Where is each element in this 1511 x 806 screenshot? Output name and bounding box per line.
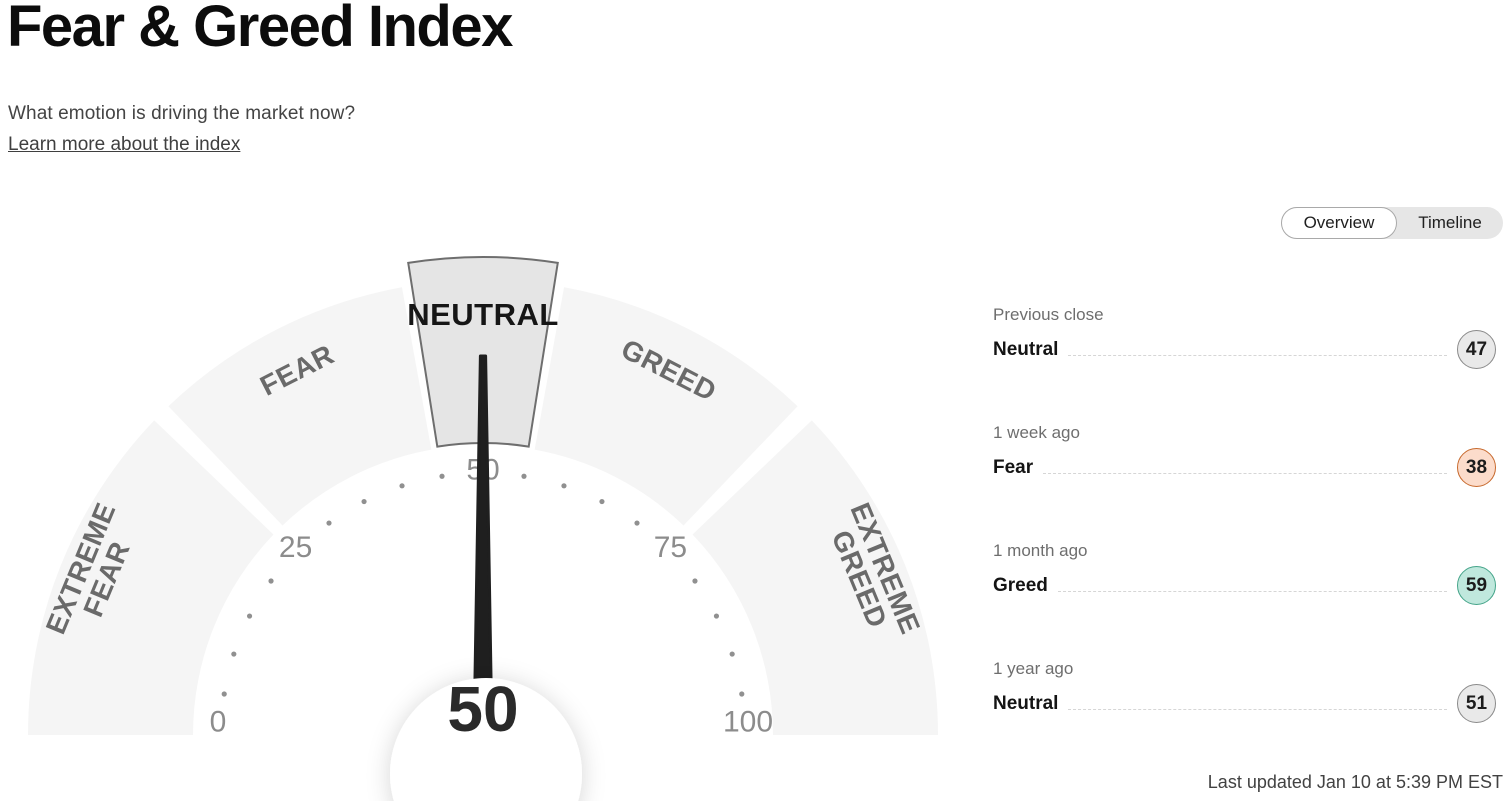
history-row-line: Greed 59 <box>993 566 1496 605</box>
gauge-tick-dot <box>231 651 237 657</box>
gauge-tick-dot <box>246 613 253 619</box>
history-period-label: 1 year ago <box>993 659 1074 678</box>
gauge-tick-dot <box>268 578 274 584</box>
gauge-segment-fear <box>168 287 432 526</box>
gauge-tick-dot <box>221 691 227 697</box>
dotted-leader <box>1068 354 1447 356</box>
last-updated: Last updated Jan 10 at 5:39 PM EST <box>1207 772 1503 792</box>
gauge-tick-label-75: 75 <box>654 531 687 564</box>
dotted-leader <box>1057 590 1447 592</box>
gauge-tick-dot <box>326 520 332 526</box>
history-emotion-label: Greed <box>993 574 1048 596</box>
page-title: Fear & Greed Index <box>7 0 513 59</box>
gauge-active-wedge <box>407 256 559 448</box>
gauge-tick-dot <box>561 483 567 489</box>
history-row: 1 week ago Fear 38 <box>993 422 1496 487</box>
history-period-label: 1 week ago <box>993 423 1080 442</box>
gauge-center-value: 50 <box>447 673 518 745</box>
history-row-line: Fear 38 <box>993 448 1496 487</box>
gauge-tick-dot <box>634 520 640 526</box>
gauge-tick-dot <box>692 578 698 584</box>
gauge-segment-extreme-greed <box>692 420 938 735</box>
history-value-badge: 51 <box>1457 684 1496 723</box>
history-panel: Previous close Neutral 47 1 week ago Fear 38 1… <box>993 304 1496 776</box>
gauge-tick-dot <box>739 691 745 697</box>
gauge-segment-label-neutral: NEUTRAL <box>407 297 559 332</box>
gauge-tick-dot <box>361 498 367 505</box>
gauge-tick-dot <box>521 473 527 479</box>
gauge-tick-label-25: 25 <box>279 531 312 564</box>
gauge-segment-greed <box>534 287 798 526</box>
gauge-center-bubble <box>390 678 582 806</box>
gauge-tick-dot <box>439 473 445 479</box>
history-row-line: Neutral 47 <box>993 330 1496 369</box>
gauge-tick-label-0: 0 <box>210 706 227 739</box>
page-subtitle: What emotion is driving the market now? <box>8 103 356 124</box>
history-row: 1 month ago Greed 59 <box>993 540 1496 605</box>
gauge-tick-dot <box>599 498 605 505</box>
gauge-tick-dot <box>729 651 735 657</box>
history-period-label: 1 month ago <box>993 541 1088 560</box>
history-period-label: Previous close <box>993 305 1104 324</box>
view-toggle: Overview Timeline <box>1281 207 1503 239</box>
history-emotion-label: Neutral <box>993 338 1059 360</box>
gauge-tick-dot <box>713 613 720 619</box>
history-row-line: Neutral 51 <box>993 684 1496 723</box>
gauge-tick-dot <box>399 483 405 489</box>
dotted-leader <box>1043 472 1447 474</box>
history-emotion-label: Fear <box>993 456 1034 478</box>
fear-greed-gauge: 0255075100EXTREMEFEARFEARNEUTRALGREEDEXT… <box>0 190 980 806</box>
history-value-badge: 38 <box>1457 448 1496 487</box>
history-row: 1 year ago Neutral 51 <box>993 658 1496 723</box>
gauge-svg: 0255075100EXTREMEFEARFEARNEUTRALGREEDEXT… <box>28 256 938 806</box>
history-emotion-label: Neutral <box>993 692 1059 714</box>
history-value-badge: 59 <box>1457 566 1496 605</box>
tab-overview[interactable]: Overview <box>1281 207 1397 239</box>
gauge-segment-extreme-fear <box>28 420 274 735</box>
tab-timeline[interactable]: Timeline <box>1418 213 1482 232</box>
learn-more-link[interactable]: Learn more about the index <box>8 134 241 155</box>
gauge-tick-label-100: 100 <box>723 706 773 739</box>
history-value-badge: 47 <box>1457 330 1496 369</box>
dotted-leader <box>1068 708 1447 710</box>
history-row: Previous close Neutral 47 <box>993 304 1496 369</box>
